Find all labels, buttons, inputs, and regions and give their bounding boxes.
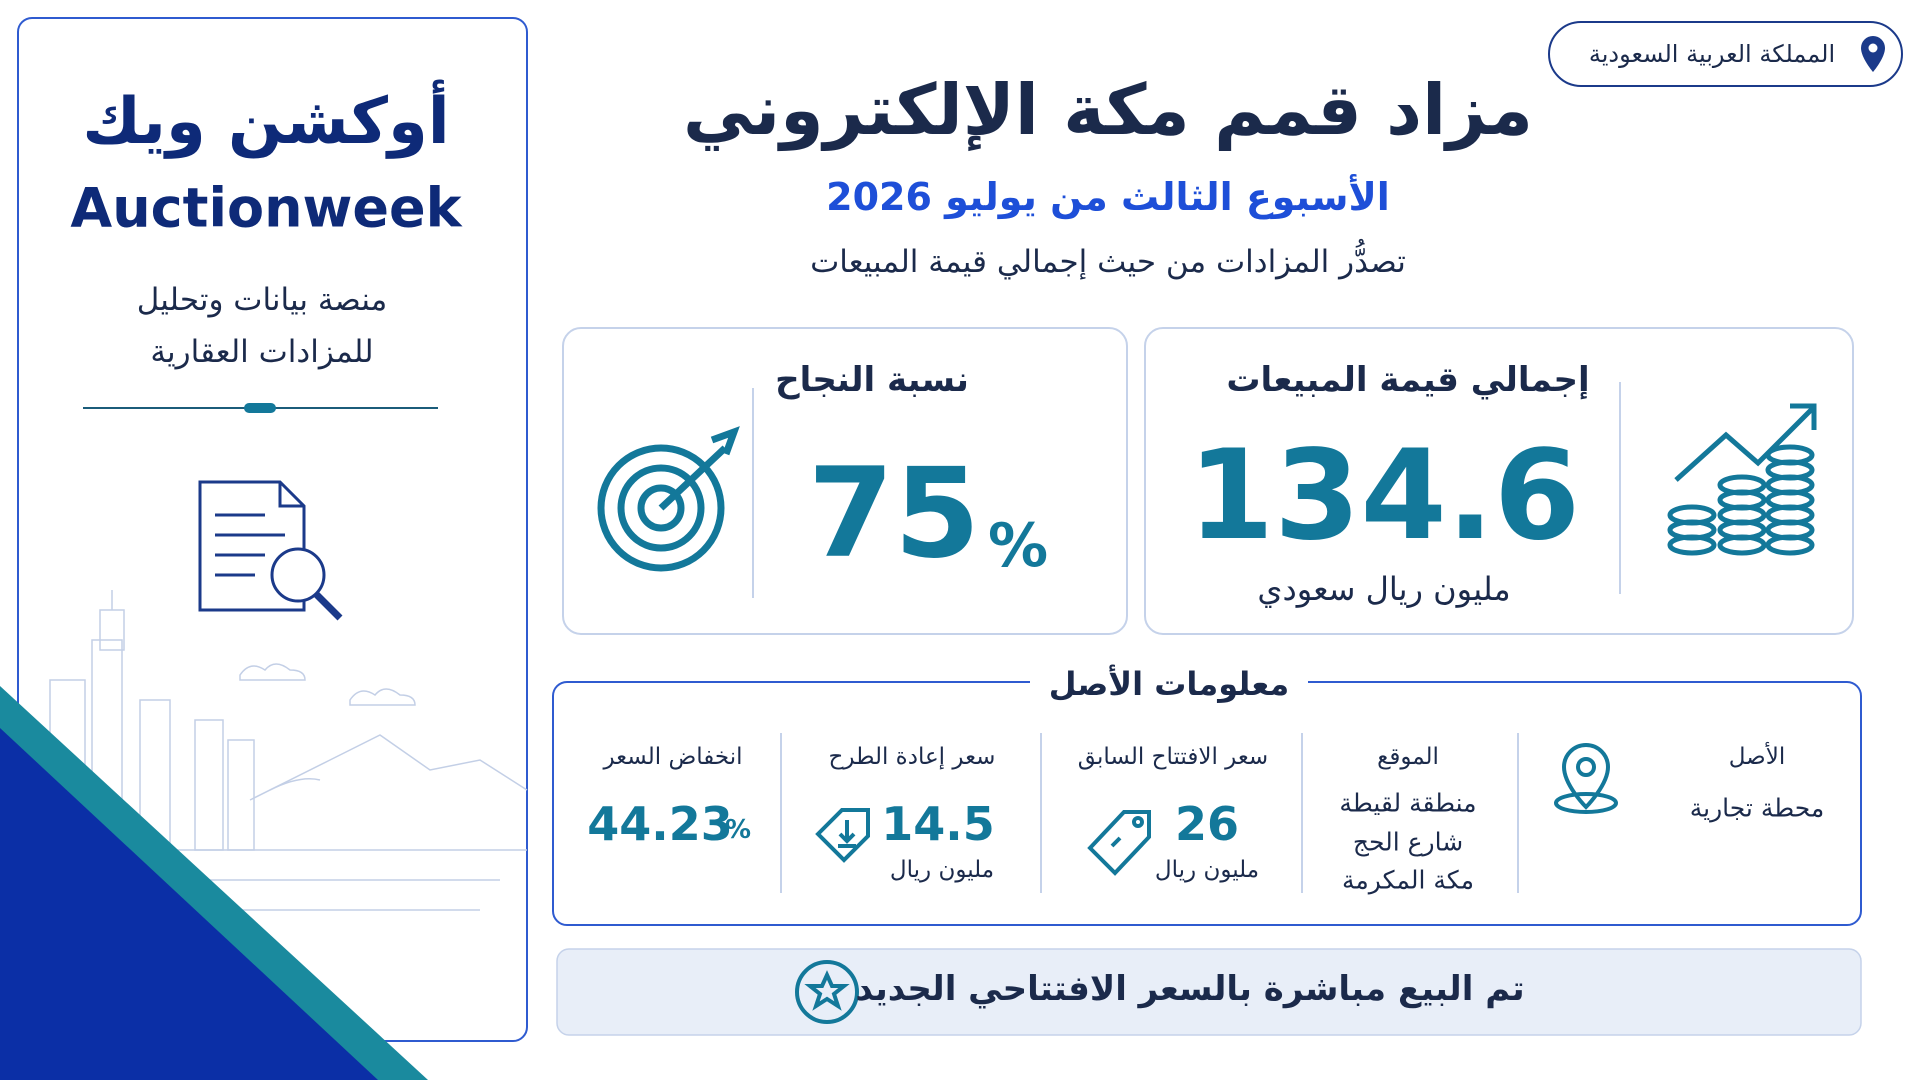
item-value: شارع الحج xyxy=(1352,827,1464,857)
footer-note: تم البيع مباشرة بالسعر الافتتاحي الجديد xyxy=(855,969,1525,1009)
logo-arabic: أوكشن ويك xyxy=(82,85,450,159)
item-unit: مليون ريال xyxy=(889,857,995,883)
kpi-unit: % xyxy=(987,511,1049,581)
kpi-unit: مليون ريال سعودي xyxy=(1257,570,1511,608)
title: مزاد قمم مكة الإلكتروني xyxy=(683,69,1533,151)
kpi-value: 75 xyxy=(807,442,981,586)
item-value: منطقة لقيطة xyxy=(1339,788,1477,818)
kpi-label: نسبة النجاح xyxy=(775,360,969,400)
item-unit: مليون ريال xyxy=(1154,857,1260,883)
note: تصدُّر المزادات من حيث إجمالي قيمة المبي… xyxy=(810,244,1406,280)
item-unit: % xyxy=(724,815,752,845)
item-label: سعر إعادة الطرح xyxy=(828,744,996,770)
kpi-label: إجمالي قيمة المبيعات xyxy=(1226,360,1590,400)
logo-latin: Auctionweek xyxy=(70,176,462,240)
item-label: الأصل xyxy=(1728,744,1786,770)
item-value: مكة المكرمة xyxy=(1342,865,1474,895)
item-label: الموقع xyxy=(1377,744,1439,770)
item-value: 26 xyxy=(1174,797,1240,851)
section-title: معلومات الأصل xyxy=(1048,665,1290,703)
kpi-value: 134.6 xyxy=(1187,424,1581,568)
item-label: انخفاض السعر xyxy=(603,744,743,770)
item-value: 44.23 xyxy=(587,797,733,851)
tagline: للمزادات العقارية xyxy=(150,334,374,370)
item-value: محطة تجارية xyxy=(1689,793,1825,823)
item-label: سعر الافتتاح السابق xyxy=(1077,744,1269,770)
item-value: 14.5 xyxy=(881,797,995,851)
subtitle: الأسبوع الثالث من يوليو 2026 xyxy=(826,175,1390,219)
tagline: منصة بيانات وتحليل xyxy=(136,282,388,318)
location-badge: المملكة العربية السعودية xyxy=(1588,40,1836,68)
